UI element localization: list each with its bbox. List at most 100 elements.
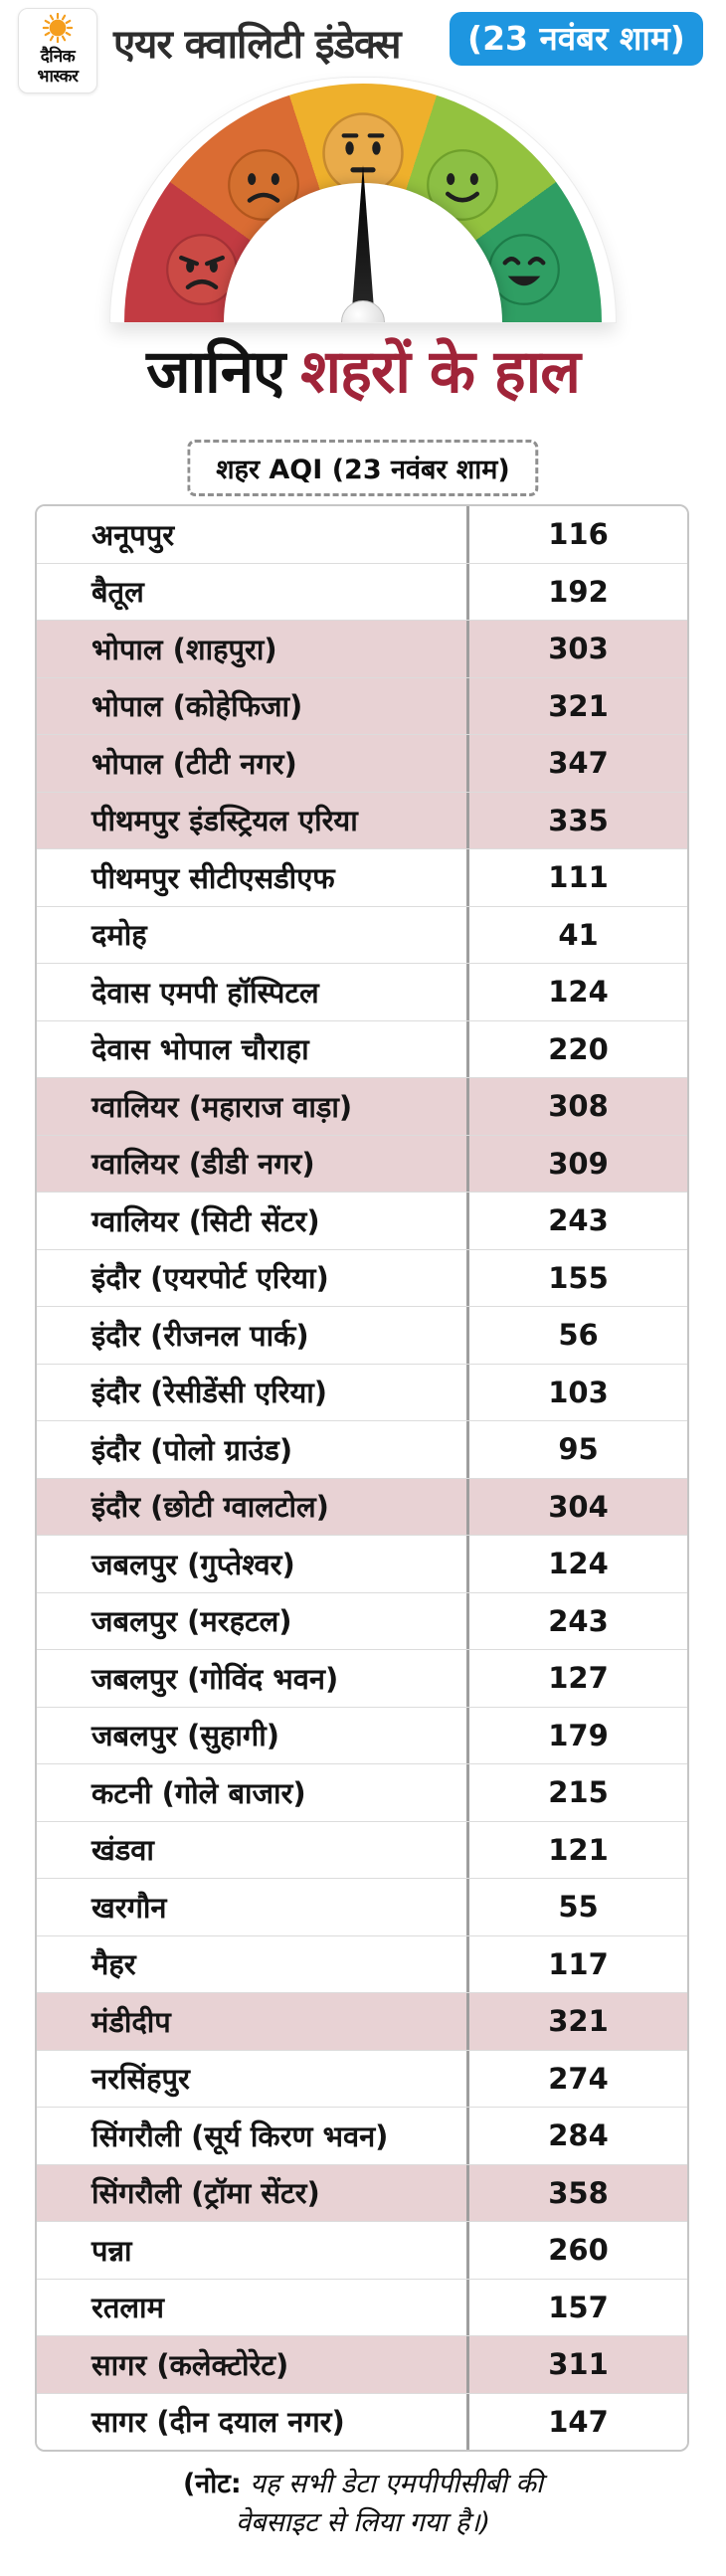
aqi-value: 358 (548, 2175, 609, 2210)
aqi-value: 147 (548, 2404, 609, 2439)
table-row: ग्वालियर (डीडी नगर) 309 (37, 1134, 687, 1192)
aqi-value: 157 (548, 2290, 609, 2324)
table-row: पन्ना 260 (37, 2221, 687, 2279)
city-name: इंदौर (पोलो ग्राउंड) (37, 1421, 469, 1478)
table-row: इंदौर (पोलो ग्राउंड) 95 (37, 1420, 687, 1478)
aqi-value: 308 (548, 1089, 609, 1124)
footnote-lead: (नोट: (182, 2469, 242, 2499)
page-title: एयर क्वालिटी इंडेक्स (113, 22, 402, 68)
table-row: जबलपुर (गोविंद भवन) 127 (37, 1649, 687, 1707)
table-row: इंदौर (छोटी ग्वालटोल) 304 (37, 1477, 687, 1535)
aqi-table: अनूपपुर 116 बैतूल 192 भोपाल (शाहपुरा) 30… (35, 504, 689, 2452)
aqi-value: 121 (548, 1832, 609, 1867)
table-row: पीथमपुर सीटीएसडीएफ 111 (37, 848, 687, 906)
city-name: ग्वालियर (सिटी सेंटर) (37, 1193, 469, 1249)
main-heading-part2: शहरों के हाल (300, 337, 581, 407)
aqi-value: 103 (548, 1375, 609, 1409)
aqi-value: 117 (548, 1946, 609, 1981)
aqi-value: 309 (548, 1146, 609, 1181)
table-row: अनूपपुर 116 (37, 506, 687, 563)
city-name: इंदौर (एयरपोर्ट एरिया) (37, 1249, 469, 1306)
aqi-value: 303 (548, 632, 609, 666)
city-name: जबलपुर (गोविंद भवन) (37, 1650, 469, 1707)
table-row: ग्वालियर (सिटी सेंटर) 243 (37, 1192, 687, 1249)
city-name: भोपाल (शाहपुरा) (37, 621, 469, 677)
aqi-gauge (110, 78, 616, 322)
city-name: सागर (दीन दयाल नगर) (37, 2393, 469, 2450)
footnote-line1: यह सभी डेटा एमपीपीसीबी की (250, 2469, 544, 2499)
sad-face-icon (227, 148, 300, 226)
city-name: ग्वालियर (महाराज वाड़ा) (37, 1078, 469, 1135)
aqi-value: 116 (548, 517, 609, 552)
table-row: कटनी (गोले बाजार) 215 (37, 1763, 687, 1821)
main-heading-part1: जानिए (146, 337, 285, 407)
table-row: ग्वालियर (महाराज वाड़ा) 308 (37, 1077, 687, 1135)
aqi-value: 260 (548, 2233, 609, 2268)
laughing-face-icon (487, 233, 561, 310)
table-row: इंदौर (रीजनल पार्क) 56 (37, 1306, 687, 1364)
aqi-value: 243 (548, 1203, 609, 1238)
table-row: नरसिंहपुर 274 (37, 2049, 687, 2107)
aqi-value: 95 (558, 1432, 599, 1467)
city-name: इंदौर (छोटी ग्वालटोल) (37, 1478, 469, 1535)
city-name: भोपाल (टीटी नगर) (37, 735, 469, 792)
table-row: सागर (कलेक्टोरेट) 311 (37, 2335, 687, 2393)
aqi-value: 321 (548, 688, 609, 723)
city-name: जबलपुर (सुहागी) (37, 1707, 469, 1763)
city-name: देवास भोपाल चौराहा (37, 1020, 469, 1077)
aqi-value: 179 (548, 1718, 609, 1752)
sun-icon (19, 12, 96, 47)
city-name: सिंगरौली (ट्रॉमा सेंटर) (37, 2164, 469, 2221)
city-name: सिंगरौली (सूर्य किरण भवन) (37, 2108, 469, 2164)
city-name: सागर (कलेक्टोरेट) (37, 2336, 469, 2393)
aqi-value: 311 (548, 2347, 609, 2382)
aqi-value: 55 (558, 1890, 599, 1925)
table-row: मैहर 117 (37, 1934, 687, 1992)
table-row: खरगौन 55 (37, 1878, 687, 1935)
table-row: पीथमपुर इंडस्ट्रियल एरिया 335 (37, 791, 687, 848)
table-row: सागर (दीन दयाल नगर) 147 (37, 2392, 687, 2450)
dainik-bhaskar-logo: दैनिक भास्कर (18, 8, 97, 93)
city-name: देवास एमपी हॉस्पिटल (37, 964, 469, 1020)
table-subtitle: शहर AQI (23 नवंबर शाम) (187, 440, 539, 496)
city-name: नरसिंहपुर (37, 2050, 469, 2107)
aqi-value: 192 (548, 574, 609, 609)
footnote-line2: वेबसाइट से लिया गया है।) (235, 2507, 491, 2538)
table-row: जबलपुर (सुहागी) 179 (37, 1706, 687, 1763)
aqi-value: 124 (548, 1547, 609, 1581)
aqi-value: 111 (548, 860, 609, 895)
table-row: खंडवा 121 (37, 1820, 687, 1878)
city-name: रतलाम (37, 2279, 469, 2335)
table-row: इंदौर (रेसीडेंसी एरिया) 103 (37, 1363, 687, 1420)
city-name: जबलपुर (मरहटल) (37, 1592, 469, 1649)
city-name: पन्ना (37, 2222, 469, 2279)
smile-face-icon (426, 148, 499, 226)
city-name: खंडवा (37, 1821, 469, 1878)
aqi-value: 56 (558, 1318, 599, 1353)
table-row: देवास एमपी हॉस्पिटल 124 (37, 963, 687, 1020)
aqi-value: 304 (548, 1489, 609, 1524)
logo-text-line1: दैनिक (40, 47, 76, 67)
table-row: रतलाम 157 (37, 2278, 687, 2335)
table-row: दमोह 41 (37, 905, 687, 963)
table-row: सिंगरौली (ट्रॉमा सेंटर) 358 (37, 2163, 687, 2221)
main-heading: जानिए शहरों के हाल (0, 328, 726, 410)
city-name: मंडीदीप (37, 1993, 469, 2050)
table-row: भोपाल (कोहेफिजा) 321 (37, 676, 687, 734)
city-name: पीथमपुर सीटीएसडीएफ (37, 849, 469, 906)
aqi-value: 41 (558, 917, 599, 952)
city-name: दमोह (37, 906, 469, 963)
aqi-value: 220 (548, 1031, 609, 1066)
city-name: इंदौर (रीजनल पार्क) (37, 1307, 469, 1364)
aqi-value: 243 (548, 1603, 609, 1638)
city-name: इंदौर (रेसीडेंसी एरिया) (37, 1364, 469, 1420)
city-name: भोपाल (कोहेफिजा) (37, 677, 469, 734)
aqi-value: 335 (548, 803, 609, 837)
table-row: भोपाल (शाहपुरा) 303 (37, 620, 687, 677)
aqi-value: 155 (548, 1260, 609, 1295)
city-name: कटनी (गोले बाजार) (37, 1764, 469, 1821)
aqi-value: 347 (548, 746, 609, 781)
city-name: ग्वालियर (डीडी नगर) (37, 1135, 469, 1192)
table-row: देवास भोपाल चौराहा 220 (37, 1019, 687, 1077)
aqi-value: 124 (548, 975, 609, 1010)
